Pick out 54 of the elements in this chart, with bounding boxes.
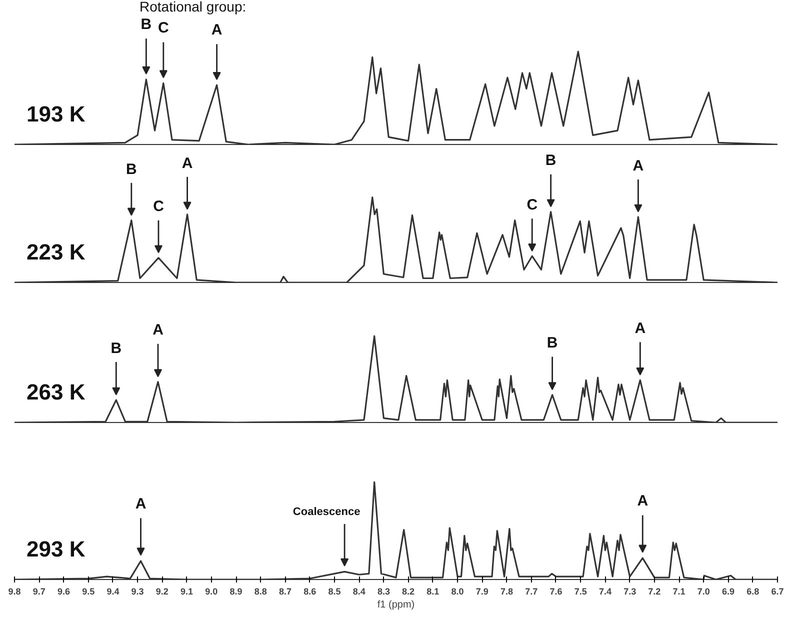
text: 293 K bbox=[26, 536, 86, 562]
annotation: B bbox=[545, 152, 556, 170]
x-tick-label: 8.1 bbox=[426, 586, 440, 596]
annotation: A bbox=[637, 492, 648, 510]
annotation: B bbox=[546, 334, 558, 352]
x-tick-label: 6.9 bbox=[722, 586, 735, 596]
annotation: A bbox=[632, 157, 644, 174]
annotation: C bbox=[153, 198, 164, 216]
annotation: A bbox=[135, 495, 146, 512]
x-tick-label: 7.2 bbox=[648, 586, 661, 596]
x-tick-label: 7.3 bbox=[624, 586, 636, 596]
x-tick-label: 7.0 bbox=[697, 586, 710, 596]
x-tick-label: 8.7 bbox=[278, 586, 292, 596]
x-tick-label: 9.5 bbox=[82, 586, 95, 596]
annotation: B bbox=[140, 16, 152, 34]
x-tick-label: 6.7 bbox=[771, 586, 784, 596]
x-tick-label: 9.1 bbox=[180, 586, 194, 596]
x-tick-label: 9.2 bbox=[156, 586, 168, 596]
x-tick-label: 9.4 bbox=[106, 586, 120, 596]
annotation: C bbox=[526, 196, 538, 214]
x-tick-label: 6.8 bbox=[746, 586, 760, 596]
x-axis-title: f1 (ppm) bbox=[377, 600, 415, 610]
annotation: A bbox=[211, 22, 222, 39]
x-tick-label: 8.9 bbox=[230, 586, 242, 596]
text: Rotational group: bbox=[140, 0, 246, 14]
annotation: C bbox=[158, 20, 169, 37]
x-tick-label: 7.7 bbox=[525, 586, 538, 596]
x-tick-label: 8.3 bbox=[377, 586, 390, 596]
x-tick-label: 7.9 bbox=[476, 586, 488, 596]
x-tick-label: 8.0 bbox=[451, 586, 464, 596]
text: 223 K bbox=[26, 240, 86, 264]
x-tick-label: 7.8 bbox=[500, 586, 514, 596]
x-tick-label: 8.8 bbox=[254, 586, 267, 596]
x-tick-label: 8.6 bbox=[304, 586, 316, 596]
text: 193 K bbox=[26, 102, 86, 126]
annotation: B bbox=[126, 160, 137, 178]
x-tick-label: 7.1 bbox=[672, 586, 686, 596]
x-tick-label: 9.3 bbox=[131, 586, 144, 596]
x-tick-label: 8.2 bbox=[402, 586, 415, 596]
x-tick-label: 9.7 bbox=[32, 586, 46, 596]
annotation: B bbox=[110, 340, 122, 357]
annotation: A bbox=[182, 154, 193, 172]
annotation: A bbox=[152, 322, 164, 339]
annotation: A bbox=[634, 320, 646, 337]
x-tick-label: 9.6 bbox=[57, 586, 70, 596]
text: 263 K bbox=[26, 380, 86, 404]
annotation: Coalescence bbox=[292, 506, 360, 518]
x-tick-label: 7.6 bbox=[550, 586, 562, 596]
x-tick-label: 8.5 bbox=[328, 586, 341, 596]
x-tick-label: 7.5 bbox=[574, 586, 587, 596]
x-tick-label: 7.4 bbox=[598, 586, 612, 596]
x-tick-label: 9.8 bbox=[8, 586, 21, 596]
x-tick-label: 9.0 bbox=[205, 586, 218, 596]
x-tick-label: 8.4 bbox=[352, 586, 366, 596]
